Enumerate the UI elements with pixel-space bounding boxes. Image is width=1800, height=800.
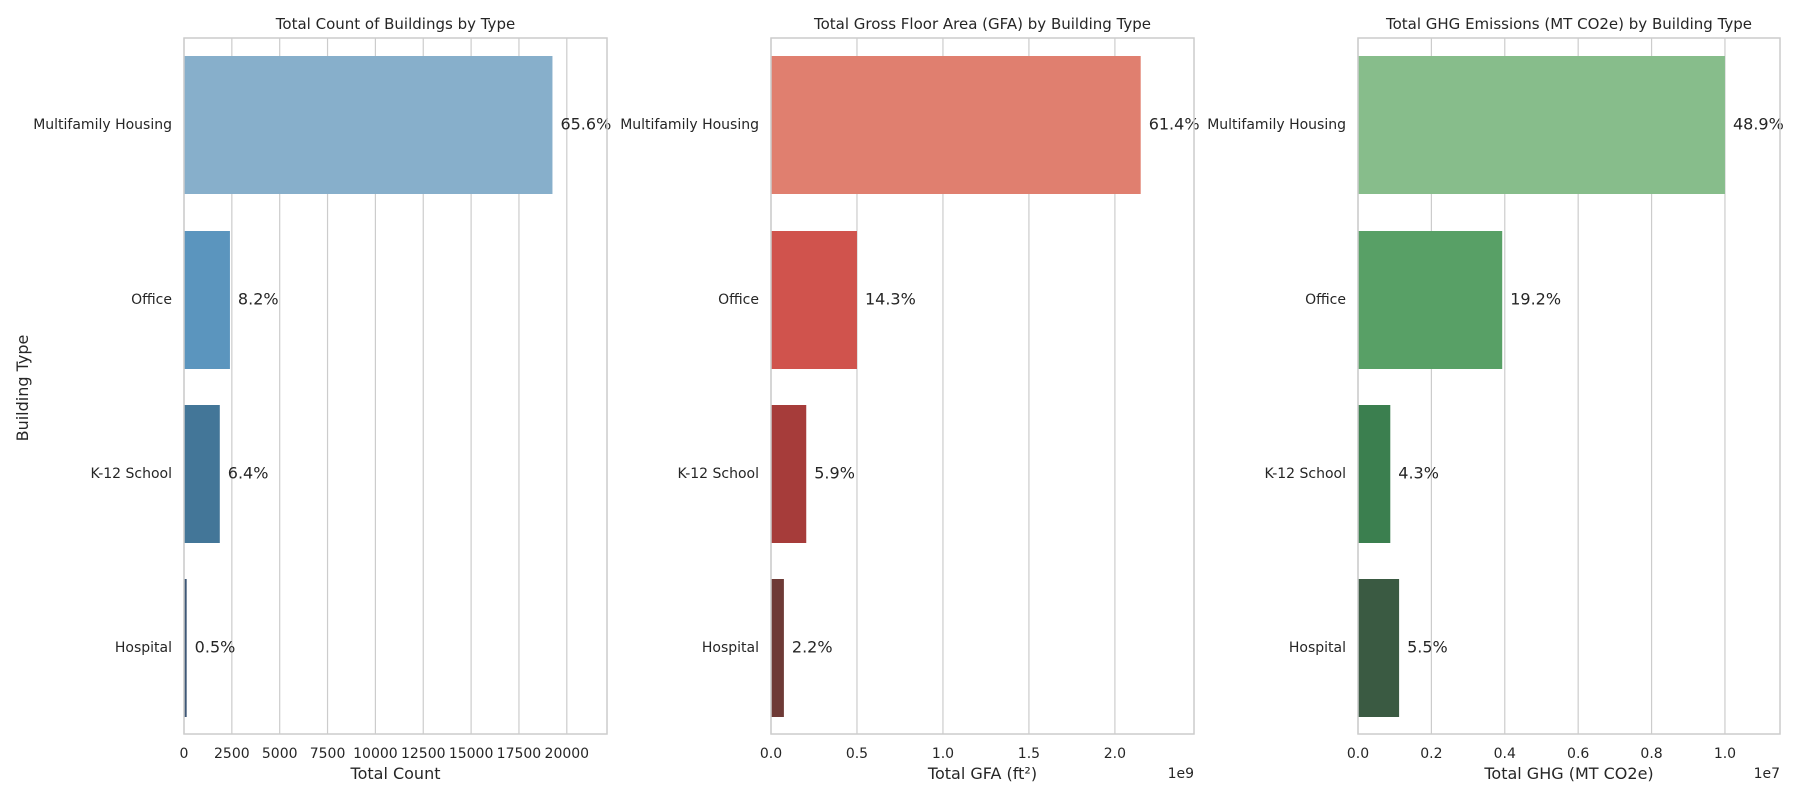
- axes-frame: [770, 37, 1195, 735]
- chart-title: Total Count of Buildings by Type: [275, 15, 515, 33]
- panel-ghg-emissions: 48.9% 19.2% 4.3% 5.5% Total GHG Emissions (M…: [1207, 15, 1784, 783]
- category-tick-label: K-12 School: [677, 466, 759, 482]
- bar: [184, 579, 187, 717]
- x-tick-label: 17500: [497, 746, 542, 762]
- data-label: 5.9%: [814, 464, 855, 483]
- chart-title: Total Gross Floor Area (GFA) by Building…: [813, 15, 1151, 33]
- x-axis-label: Total GHG (MT CO2e): [1483, 764, 1653, 783]
- bar: [1358, 405, 1391, 543]
- category-tick-label: Office: [131, 292, 172, 308]
- data-label: 14.3%: [865, 290, 916, 309]
- x-tick-label: 0.8: [1640, 746, 1662, 762]
- x-tick-label: 0.4: [1494, 746, 1516, 762]
- data-label: 6.4%: [228, 464, 269, 483]
- bar: [771, 579, 784, 717]
- data-label: 19.2%: [1510, 290, 1561, 309]
- data-label: 4.3%: [1398, 464, 1439, 483]
- y-axis-label: Building Type: [13, 335, 32, 442]
- x-tick-label: 0: [180, 746, 189, 762]
- data-label: 2.2%: [792, 638, 833, 657]
- panel-gross-floor-area: 61.4% 14.3% 5.9% 2.2% Total Gross Floor Area…: [620, 15, 1199, 783]
- bar: [184, 56, 553, 194]
- x-tick-label: 7500: [310, 746, 346, 762]
- x-tick-label: 12500: [401, 746, 446, 762]
- panel-building-count: 65.6% 8.2% 6.4% 0.5% Total Count of Building…: [33, 15, 611, 783]
- data-label: 8.2%: [238, 290, 279, 309]
- x-tick-label: 0.0: [760, 746, 782, 762]
- x-axis-label: Total GFA (ft²): [927, 764, 1037, 783]
- bar: [1358, 56, 1725, 194]
- x-axis-label: Total Count: [350, 764, 441, 783]
- x-tick-label: 1.5: [1018, 746, 1040, 762]
- data-label: 0.5%: [195, 638, 236, 657]
- x-tick-label: 1.0: [1714, 746, 1736, 762]
- x-tick-label: 0.2: [1420, 746, 1442, 762]
- bar: [771, 405, 807, 543]
- bar: [771, 231, 857, 369]
- x-tick-label: 2.0: [1104, 746, 1126, 762]
- category-tick-label: Multifamily Housing: [620, 117, 759, 133]
- category-tick-label: Hospital: [702, 640, 759, 656]
- category-tick-label: K-12 School: [1264, 466, 1346, 482]
- category-tick-label: K-12 School: [90, 466, 172, 482]
- bar: [771, 56, 1141, 194]
- data-label: 5.5%: [1407, 638, 1448, 657]
- data-label: 65.6%: [560, 115, 611, 134]
- data-label: 48.9%: [1733, 115, 1784, 134]
- axes-frame: [183, 37, 608, 735]
- x-tick-label: 0.5: [846, 746, 868, 762]
- axes-frame: [1357, 37, 1781, 735]
- category-tick-label: Office: [1305, 292, 1346, 308]
- bar: [1358, 579, 1400, 717]
- axis-offset-label: 1e7: [1754, 766, 1780, 782]
- x-tick-label: 1.0: [932, 746, 954, 762]
- category-tick-label: Hospital: [115, 640, 172, 656]
- data-label: 61.4%: [1149, 115, 1200, 134]
- x-tick-label: 0.0: [1347, 746, 1369, 762]
- category-tick-label: Office: [718, 292, 759, 308]
- bar: [184, 231, 230, 369]
- axis-offset-label: 1e9: [1168, 766, 1194, 782]
- x-tick-label: 5000: [262, 746, 298, 762]
- x-tick-label: 15000: [449, 746, 494, 762]
- bar: [1358, 231, 1503, 369]
- x-tick-label: 20000: [545, 746, 590, 762]
- chart-title: Total GHG Emissions (MT CO2e) by Buildin…: [1385, 15, 1752, 33]
- x-tick-label: 10000: [353, 746, 398, 762]
- category-tick-label: Multifamily Housing: [1207, 117, 1346, 133]
- category-tick-label: Multifamily Housing: [33, 117, 172, 133]
- x-tick-label: 2500: [214, 746, 250, 762]
- x-tick-label: 0.6: [1567, 746, 1589, 762]
- category-tick-label: Hospital: [1289, 640, 1346, 656]
- bar: [184, 405, 220, 543]
